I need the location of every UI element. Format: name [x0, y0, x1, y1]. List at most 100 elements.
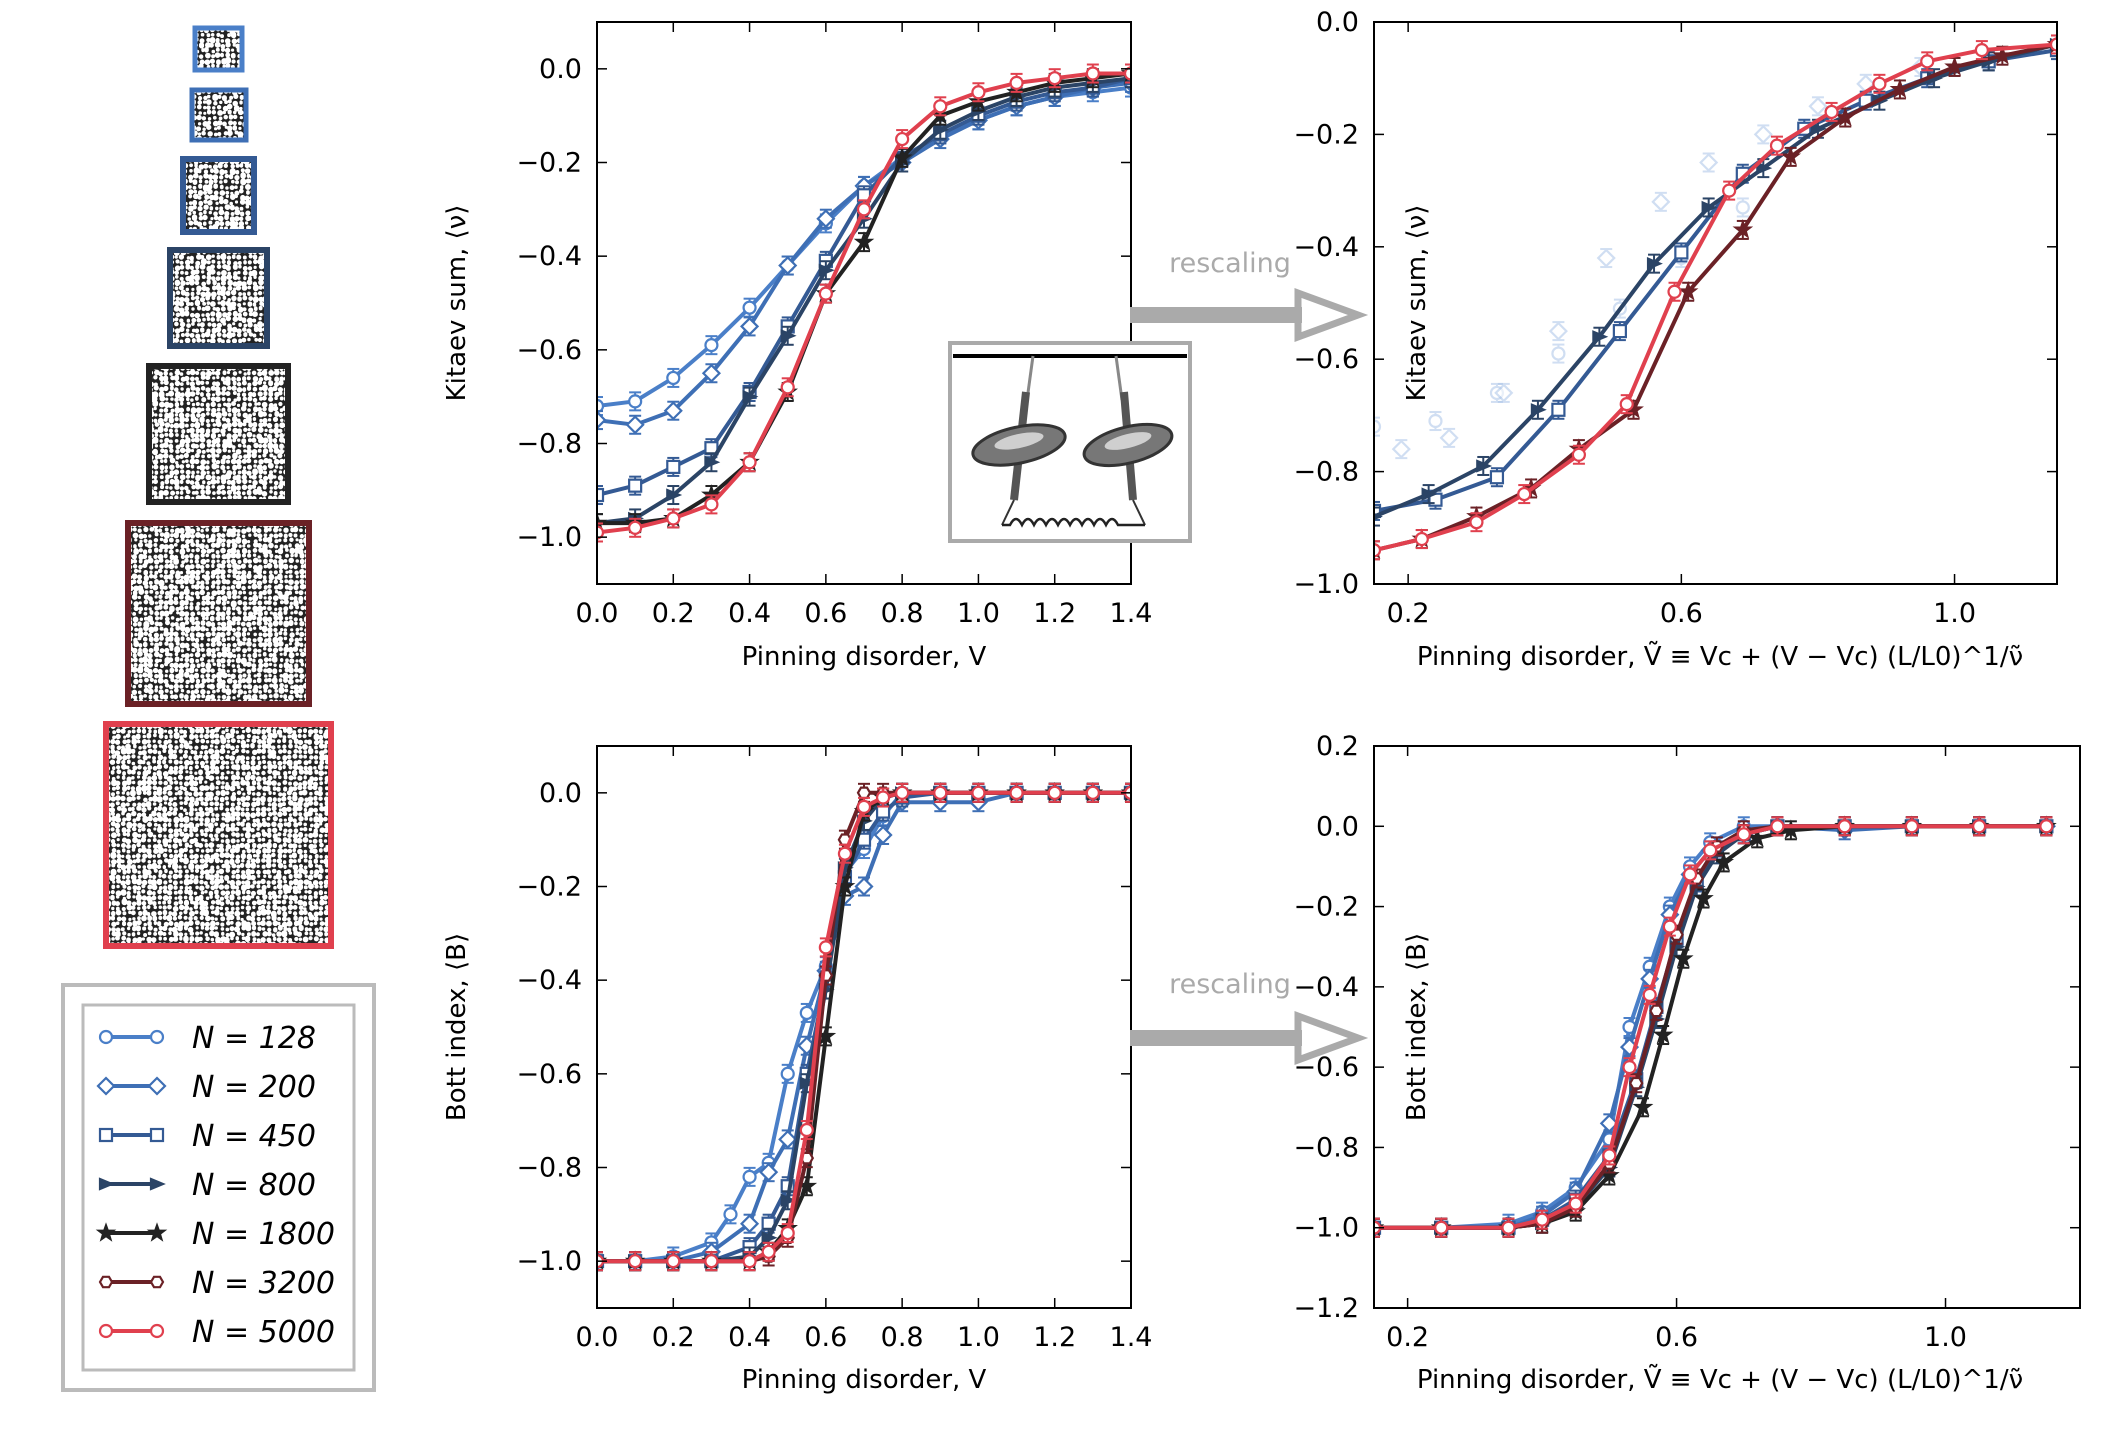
rescaling-label-top: rescaling: [1169, 248, 1291, 279]
network-thumbnail: [103, 721, 334, 949]
network-cells: [192, 90, 246, 140]
data-point: [971, 785, 986, 800]
data-point: [2039, 819, 2054, 834]
data-point: [1699, 152, 1719, 173]
series-3: [1374, 34, 2057, 527]
data-point: [1622, 1060, 1637, 1075]
rescaling-arrow-bottom: rescaling: [1130, 969, 1369, 1066]
data-point: [1568, 1196, 1583, 1211]
data-point: [1904, 819, 1920, 834]
network-cells: [183, 159, 254, 232]
data-point: [1530, 403, 1547, 417]
legend-marker: [149, 1029, 165, 1045]
y-tick-label: −0.4: [1293, 972, 1359, 1003]
network-thumbnail: [167, 247, 270, 349]
y-tick-label: −0.8: [1293, 1132, 1359, 1163]
x-tick-label: 0.2: [652, 598, 695, 629]
data-point: [628, 394, 643, 409]
y-tick-label: −0.2: [516, 148, 582, 179]
data-point: [628, 478, 643, 493]
legend-label: N = 450: [192, 1119, 316, 1154]
legend-marker: [98, 1177, 115, 1191]
rescaling-label-bottom: rescaling: [1169, 969, 1291, 1000]
y-tick-label: −0.4: [516, 241, 582, 272]
data-point: [1602, 1148, 1617, 1163]
axes-frame: [596, 745, 1132, 1309]
series-3: [1374, 816, 2056, 1238]
data-point: [742, 455, 757, 470]
series-1: [1391, 56, 1930, 460]
data-point: [704, 497, 719, 512]
data-point: [1085, 66, 1100, 81]
series-5: [1374, 34, 2057, 561]
legend-entry: N = 128: [98, 1021, 316, 1056]
data-point: [853, 231, 875, 251]
data-point: [1769, 138, 1785, 153]
series-4: [1374, 815, 2057, 1238]
data-point: [1599, 1113, 1619, 1133]
network-frame: [103, 721, 334, 949]
y-tick-label: −0.8: [516, 429, 582, 460]
data-point: [1770, 819, 1785, 834]
data-point: [856, 799, 872, 814]
legend-marker: [147, 1076, 167, 1096]
data-point: [597, 525, 605, 540]
data-point: [1494, 383, 1514, 403]
series-group: [1374, 33, 2057, 561]
series-group: [597, 781, 1131, 1272]
data-point: [1548, 321, 1568, 341]
data-point: [597, 487, 605, 503]
network-cells: [128, 523, 309, 704]
series-line: [1374, 42, 2057, 553]
data-point: [1009, 785, 1024, 800]
data-point: [1085, 785, 1100, 800]
series-line: [597, 790, 1131, 1264]
x-tick-label: 1.2: [1033, 1322, 1076, 1353]
data-point: [854, 876, 874, 897]
legend-marker: [149, 1177, 166, 1191]
legend-marker: [146, 1222, 168, 1242]
data-point: [1374, 503, 1382, 519]
data-point: [1780, 146, 1802, 166]
data-point: [1651, 192, 1671, 212]
data-point: [1476, 459, 1493, 473]
data-point: [933, 99, 948, 114]
data-point: [666, 370, 681, 386]
rescaling-arrow-top: rescaling: [1130, 248, 1369, 343]
data-point: [799, 1122, 814, 1138]
data-point: [1682, 867, 1698, 882]
data-point: [740, 1214, 760, 1234]
data-point: [1047, 71, 1062, 86]
data-point: [625, 415, 645, 435]
network-cells: [170, 250, 267, 346]
data-point: [666, 1254, 681, 1269]
legend-marker: [95, 1222, 117, 1242]
series-line: [1374, 824, 2047, 1230]
data-point: [1735, 200, 1750, 215]
legend-entry: N = 3200: [98, 1266, 335, 1301]
data-point: [856, 202, 872, 217]
chart-bott-rescaled: 0.2 0.6 1.00.20.0−0.2−0.4−0.6−0.8−1.0−1.2P…: [1293, 731, 2081, 1395]
data-point: [1722, 183, 1737, 198]
data-point: [1693, 887, 1714, 908]
x-tick-label: 0.2: [1386, 1322, 1429, 1353]
series-line: [1374, 42, 2057, 519]
y-axis-label: Bott index, ⟨B⟩: [442, 933, 472, 1121]
data-point: [1428, 413, 1443, 429]
data-point: [742, 300, 757, 315]
data-point: [778, 255, 798, 276]
data-point: [666, 459, 681, 475]
data-point: [1920, 54, 1935, 69]
data-point: [1889, 78, 1911, 99]
data-point: [1824, 104, 1839, 120]
data-point: [895, 785, 910, 800]
network-cell: [128, 523, 309, 704]
data-point: [856, 786, 872, 800]
network-cell: [170, 250, 267, 346]
series-2: [1374, 816, 2054, 1238]
y-tick-label: −0.2: [516, 872, 582, 903]
legend-marker: [149, 1127, 165, 1143]
data-point: [1837, 819, 1852, 834]
data-point: [704, 455, 721, 469]
data-point: [1374, 419, 1382, 434]
